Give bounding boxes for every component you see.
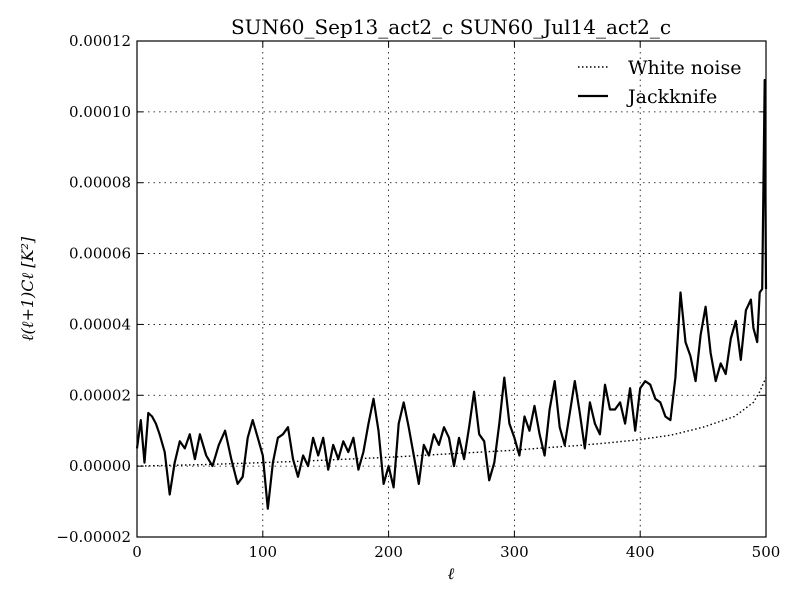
- y-axis-label: ℓ(ℓ+1)Cℓ [K²]: [18, 236, 37, 341]
- legend: White noise Jackknife: [578, 57, 742, 108]
- x-tick-label: 100: [248, 543, 277, 561]
- series-lines: [135, 78, 768, 510]
- y-tick-label: 0.00008: [69, 174, 131, 192]
- jackknife-series-line: [135, 78, 768, 510]
- x-tick-label: 200: [374, 543, 403, 561]
- axis-ticks: 0 100 200 300 400 500 −0.00002 0.00000 0.00002 0.…: [56, 32, 780, 561]
- x-tick-label: 300: [500, 543, 529, 561]
- y-tick-label: 0.00012: [69, 32, 131, 50]
- y-tick-label: 0.00006: [69, 245, 131, 263]
- x-tick-label: 500: [752, 543, 781, 561]
- plot-frame: [136, 40, 767, 538]
- x-tick-label: 0: [132, 543, 142, 561]
- y-tick-label: 0.00004: [69, 315, 131, 333]
- y-tick-label: 0.00010: [69, 103, 131, 121]
- chart-title: SUN60_Sep13_act2_c SUN60_Jul14_act2_c: [231, 15, 671, 39]
- x-tick-label: 400: [626, 543, 655, 561]
- y-tick-label: 0.00002: [69, 386, 131, 404]
- legend-label: White noise: [628, 57, 742, 79]
- y-tick-label: −0.00002: [56, 528, 131, 546]
- legend-label: Jackknife: [626, 86, 717, 108]
- x-axis-label: ℓ: [448, 564, 455, 583]
- y-tick-label: 0.00000: [69, 457, 131, 475]
